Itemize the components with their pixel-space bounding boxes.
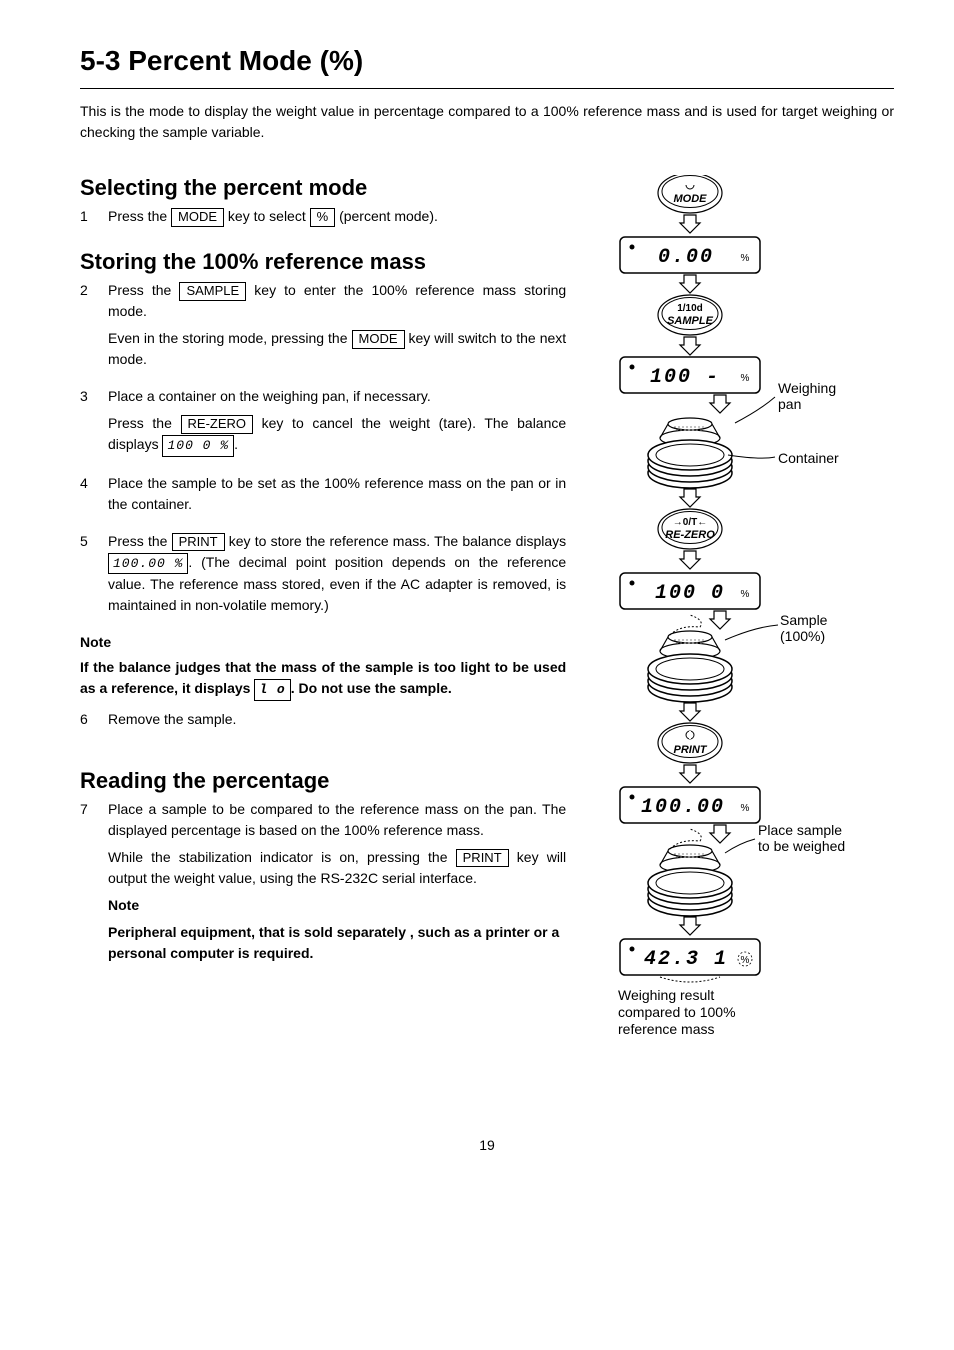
print-key-ref: PRINT (456, 849, 509, 868)
page-heading: 5-3 Percent Mode (%) (80, 40, 894, 89)
step-text: Remove the sample. (108, 709, 566, 730)
print-key-label: PRINT (674, 744, 708, 756)
display-unit: % (741, 803, 750, 814)
sample-key-ref: SAMPLE (179, 282, 246, 301)
mode-key-ref: MODE (171, 208, 224, 227)
step-text: Place a sample to be compared to the ref… (108, 799, 566, 841)
step-number: 1 (80, 206, 108, 233)
note-body: If the balance judges that the mass of t… (80, 657, 566, 701)
step-text: Place a container on the weighing pan, i… (108, 386, 566, 407)
display-unit: % (741, 589, 750, 600)
display-value: 100.00 (641, 796, 725, 819)
place-sample-label2: to be weighed (758, 838, 845, 854)
container-label: Container (778, 450, 839, 466)
sample-key-top: 1/10d (677, 303, 703, 314)
mode-key-ref: MODE (352, 330, 405, 349)
place-sample-label: Place sample (758, 822, 842, 838)
step-text: While the stabilization indicator is on,… (108, 847, 566, 889)
step-number: 7 (80, 799, 108, 970)
mode-key-label: MODE (674, 193, 708, 205)
display-value: 0.00 (658, 246, 714, 269)
procedure-diagram: MODE 0.00 % 1/10d SAMPLE 100 - % Weighin… (590, 175, 880, 1055)
percent-unit-ref: % (310, 208, 336, 227)
section-heading-store: Storing the 100% reference mass (80, 245, 566, 278)
step-text: Place the sample to be set as the 100% r… (108, 473, 566, 515)
display-value-ref: 100 0 % (162, 435, 234, 457)
result-label2: compared to 100% (618, 1004, 736, 1020)
result-label1: Weighing result (618, 987, 714, 1003)
diagram-column: MODE 0.00 % 1/10d SAMPLE 100 - % Weighin… (590, 167, 894, 1055)
display-unit: % (741, 373, 750, 384)
step-number: 2 (80, 280, 108, 376)
sample-label2: (100%) (780, 628, 825, 644)
display-unit: % (741, 253, 750, 264)
step-number: 3 (80, 386, 108, 463)
display-value: 100 0 (655, 582, 725, 605)
result-label3: reference mass (618, 1021, 714, 1037)
step-text: Press the MODE key to select % (percent … (108, 206, 566, 227)
step-text: Press the SAMPLE key to enter the 100% r… (108, 280, 566, 322)
rezero-key-top: →0/T← (673, 517, 707, 528)
intro-paragraph: This is the mode to display the weight v… (80, 101, 894, 143)
section-heading-read: Reading the percentage (80, 764, 566, 797)
rezero-key-ref: RE-ZERO (181, 415, 254, 434)
sample-key-label: SAMPLE (667, 315, 714, 327)
display-value-ref: l o (254, 679, 290, 701)
step-number: 4 (80, 473, 108, 521)
print-key-ref: PRINT (172, 533, 225, 552)
display-value: 42.3 1 (644, 948, 728, 971)
step-text: Press the PRINT key to store the referen… (108, 531, 566, 617)
display-value-ref: 100.00 % (108, 553, 188, 575)
display-unit: % (741, 955, 750, 966)
step-text: Even in the storing mode, pressing the M… (108, 328, 566, 370)
text-column: Selecting the percent mode 1 Press the M… (80, 167, 566, 1055)
note-label: Note (108, 895, 566, 916)
rezero-key-label: RE-ZERO (665, 529, 715, 541)
sample-label: Sample (780, 612, 828, 628)
step-text: Press the RE-ZERO key to cancel the weig… (108, 413, 566, 457)
step-number: 5 (80, 531, 108, 623)
step-number: 6 (80, 709, 108, 736)
section-heading-select: Selecting the percent mode (80, 171, 566, 204)
note-label: Note (80, 632, 566, 653)
weighing-pan-label2: pan (778, 396, 801, 412)
note-body: Peripheral equipment, that is sold separ… (108, 922, 566, 964)
weighing-pan-label: Weighing (778, 380, 836, 396)
display-value: 100 - (650, 366, 720, 389)
page-number: 19 (80, 1135, 894, 1156)
